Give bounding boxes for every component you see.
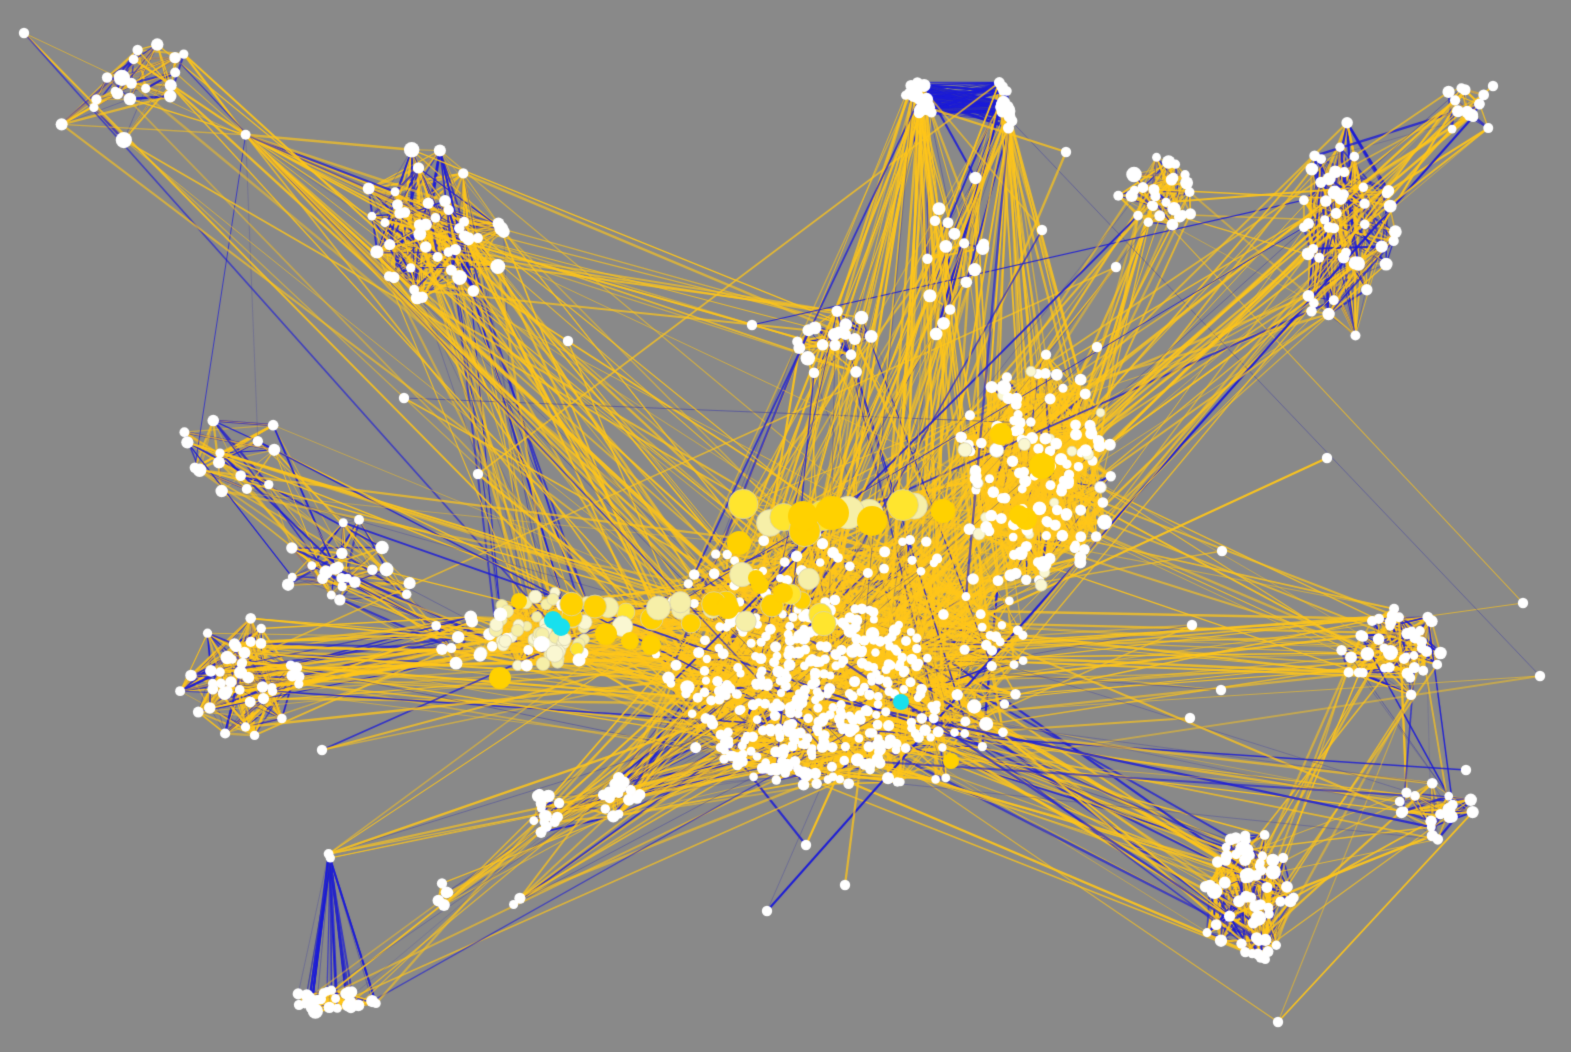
network-graph-canvas[interactable]: [0, 0, 1571, 1052]
network-graph-visualization[interactable]: [0, 0, 1571, 1052]
